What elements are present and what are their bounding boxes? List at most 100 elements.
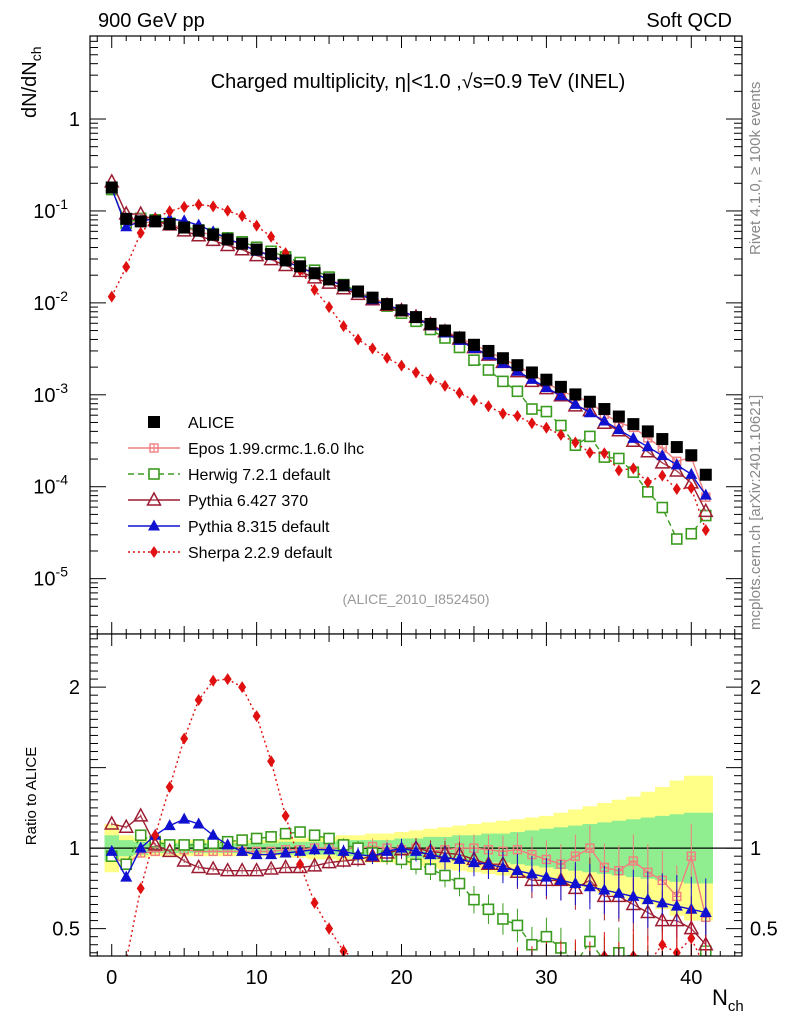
series-1-main-point <box>670 533 683 545</box>
data-main-point <box>569 388 582 401</box>
series-1-ratio-point <box>482 903 495 916</box>
legend-label: Herwig 7.2.1 default <box>188 467 331 484</box>
series-4-main-point <box>209 200 218 213</box>
y-ratio-tick-label-left: 1 <box>69 838 80 860</box>
series-3-ratio-point <box>337 844 350 856</box>
series-3-ratio-point <box>467 856 480 868</box>
series-4-ratio-point <box>281 809 290 822</box>
legend-marker <box>148 416 160 428</box>
series-4-ratio-point <box>484 963 492 975</box>
series-2-ratio-point <box>118 818 134 833</box>
series-3-ratio-point <box>105 844 118 856</box>
series-3-ratio-point <box>482 857 495 869</box>
data-main-point <box>163 218 176 231</box>
data-main-point <box>178 221 191 234</box>
series-1-ratio-point <box>120 858 133 871</box>
series-2-ratio-point <box>176 852 192 867</box>
data-main-point <box>467 338 480 351</box>
data-main-point <box>279 254 292 267</box>
series-4-main-point <box>542 421 551 434</box>
y-axis-main-base: dN/dN <box>19 61 41 118</box>
series-4-main-point <box>368 342 377 355</box>
series-3-ratio-point <box>583 880 596 892</box>
series-1-ratio-point <box>643 969 653 979</box>
series-4-main-point <box>658 469 667 482</box>
series-1-ratio-point <box>279 827 292 840</box>
series-4-main-point <box>107 290 116 303</box>
legend-marker <box>148 468 160 480</box>
series-3-ratio-point <box>134 841 147 853</box>
series-1-ratio-point <box>511 919 524 932</box>
series-4-main-point <box>556 428 565 441</box>
series-4-main-point <box>194 198 203 211</box>
series-1-ratio-point <box>672 988 682 998</box>
series-4-main-point <box>180 200 189 213</box>
series-4-main-point <box>165 205 174 218</box>
series-1-ratio-point <box>453 877 466 890</box>
data-main-point <box>352 285 365 298</box>
header-right-label: Soft QCD <box>646 10 732 32</box>
data-main-point <box>598 403 611 416</box>
series-1-ratio-point <box>424 863 437 875</box>
series-4-main-point <box>571 436 580 449</box>
data-main-point <box>221 233 234 246</box>
data-main-point <box>120 212 133 225</box>
series-4-ratio-point <box>545 954 548 956</box>
series-1-ratio-point <box>497 913 509 925</box>
series-3-main-point <box>627 431 640 443</box>
legend-marker <box>150 546 158 558</box>
data-main-point <box>540 373 553 386</box>
y-ratio-tick-label-right: 1 <box>750 838 761 860</box>
x-tick-label: 0 <box>106 967 117 989</box>
series-3-main-point <box>612 423 625 435</box>
rivet-version-label: Rivet 4.1.0, ≥ 100k events <box>747 82 764 255</box>
series-1-main-point <box>526 403 538 415</box>
series-3-ratio-point <box>511 864 524 876</box>
series-3-ratio-point <box>352 848 365 860</box>
series-3-ratio-point <box>236 844 249 856</box>
series-3-ratio-point <box>366 849 379 861</box>
x-axis-sub: ch <box>728 998 744 1015</box>
series-2-ratio-line <box>111 814 707 946</box>
title-part-a: Charged multiplicity, <box>211 71 395 93</box>
series-1-ratio-point <box>294 826 306 838</box>
series-3-main-point <box>554 389 567 401</box>
series-3-main-point <box>641 440 654 452</box>
series-2-ratio-point <box>321 854 337 869</box>
series-4-ratio-point <box>151 829 160 842</box>
series-1-ratio-point <box>207 837 219 850</box>
series-4-ratio-point <box>644 958 652 970</box>
series-2-ratio-point <box>306 857 323 872</box>
series-3-main-point <box>670 458 683 470</box>
series-4-main-point <box>672 482 681 495</box>
series-4-ratio-point <box>252 710 261 723</box>
series-4-main-point <box>122 260 131 273</box>
series-1-ratio-point <box>657 975 667 985</box>
series-1-ratio-point <box>134 829 147 842</box>
data-main-point <box>105 181 118 194</box>
series-3-ratio-point <box>569 877 582 889</box>
data-main-point <box>525 366 538 379</box>
series-4-ratio-point <box>574 954 577 956</box>
data-main-point <box>482 344 495 357</box>
data-main-point <box>438 324 451 337</box>
data-main-point <box>511 359 524 372</box>
series-0-ratio-point <box>585 843 595 853</box>
series-2-main-point <box>654 454 671 469</box>
x-tick-label: 30 <box>535 967 557 989</box>
series-0-ratio-point <box>570 851 581 861</box>
data-main-point <box>192 224 205 237</box>
series-4-main-point <box>238 210 247 223</box>
series-1-ratio-point <box>439 869 451 882</box>
series-1-ratio-point <box>627 955 640 956</box>
data-main-point <box>207 228 220 241</box>
series-2-ratio-point <box>263 860 279 875</box>
series-4-main-point <box>455 386 464 399</box>
series-3-main-point <box>120 220 133 232</box>
series-1-ratio-point <box>468 893 480 906</box>
series-1-ratio-point <box>250 832 263 845</box>
data-main-point <box>685 449 698 462</box>
series-4-ratio-point <box>165 780 174 793</box>
y-ratio-tick-label-right: 0.5 <box>750 919 778 941</box>
series-4-main-point <box>412 366 420 379</box>
